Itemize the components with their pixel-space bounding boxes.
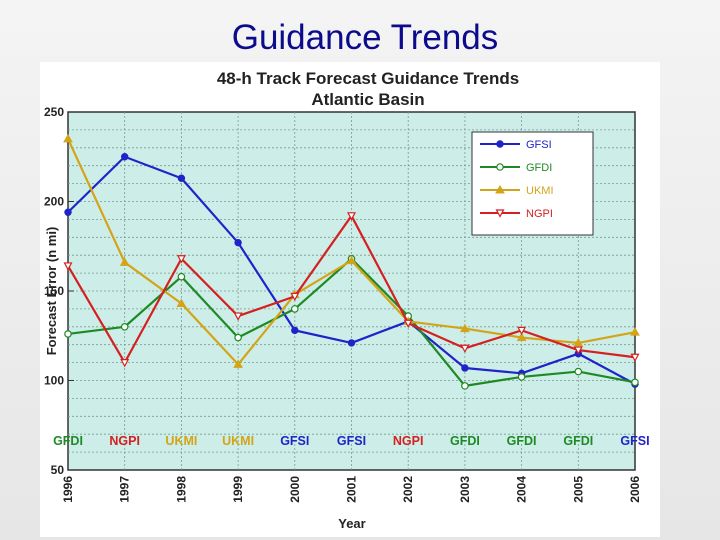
x-tick-label: 2004: [515, 476, 529, 503]
data-point: [176, 255, 186, 264]
y-tick-label: 150: [44, 284, 64, 298]
data-point: [64, 330, 72, 338]
data-point: [517, 373, 526, 381]
data-point: [461, 364, 469, 372]
data-point: [290, 292, 300, 302]
x-tick-label: 2000: [288, 476, 302, 503]
data-point: [630, 327, 640, 336]
y-tick-label: 250: [44, 105, 64, 119]
best-model-label: GFSI: [620, 434, 649, 448]
x-axis-ticks: 1996 1997 1998 1999 2000 2001 2002 2003 2004 2005…: [61, 476, 642, 503]
legend-item-ukmi: UKMI: [480, 184, 554, 197]
data-point: [177, 174, 186, 182]
chart-subtitle: Atlantic Basin: [311, 90, 424, 109]
best-model-label: NGPI: [393, 434, 424, 448]
x-tick-label: 2006: [628, 476, 642, 503]
data-point: [517, 326, 527, 336]
x-tick-label: 2003: [458, 476, 472, 503]
data-point: [516, 332, 527, 342]
data-point: [233, 312, 243, 321]
best-model-label: GFDI: [53, 434, 83, 448]
legend: GFSI GFDI UKMI NGPI: [471, 131, 594, 236]
y-tick-label: 200: [44, 195, 64, 209]
legend-item-gfdi: GFDI: [480, 162, 552, 174]
best-model-label: UKMI: [222, 434, 254, 448]
data-point: [120, 322, 129, 331]
x-tick-label: 1997: [118, 476, 132, 503]
best-model-label: GFDI: [507, 434, 537, 448]
best-model-label: GFDI: [450, 434, 480, 448]
y-axis-label: Forecast Error (n mi): [44, 227, 59, 356]
data-point: [291, 326, 299, 335]
y-tick-label: 50: [51, 463, 65, 477]
data-point: [347, 339, 356, 347]
series-layer: [63, 133, 640, 390]
chart: 48-h Track Forecast Guidance Trends Atla…: [40, 62, 660, 537]
data-point: [460, 323, 470, 333]
data-point: [574, 367, 583, 376]
data-point: [234, 238, 242, 247]
legend-item-ngpi: NGPI: [480, 208, 553, 220]
data-point: [121, 153, 129, 161]
data-point: [64, 208, 72, 216]
data-point: [495, 184, 505, 194]
data-point: [461, 382, 469, 390]
data-point: [233, 359, 243, 368]
y-axis-ticks: 50 100 150 200 250: [44, 105, 74, 477]
data-point: [291, 305, 299, 313]
data-point: [346, 212, 357, 221]
data-point: [631, 378, 639, 387]
y-tick-label: 100: [44, 374, 64, 388]
x-tick-label: 2005: [571, 476, 585, 503]
legend-label: GFDI: [526, 162, 552, 174]
data-point: [573, 346, 583, 355]
data-point: [120, 359, 130, 368]
data-point: [403, 319, 413, 328]
data-point: [63, 262, 73, 271]
x-tick-label: 1998: [174, 476, 188, 503]
legend-box: [471, 131, 594, 236]
data-point: [176, 298, 187, 308]
best-model-labels: GFDI NGPI UKMI UKMI GFSI GFSI NGPI GFDI GFDI GFDI…: [53, 434, 650, 448]
legend-label: GFSI: [526, 139, 552, 151]
data-point: [495, 209, 505, 218]
best-model-label: UKMI: [165, 434, 197, 448]
legend-label: NGPI: [526, 208, 553, 220]
data-point: [234, 333, 242, 342]
data-point: [496, 163, 504, 171]
legend-label: UKMI: [526, 185, 554, 197]
data-point: [63, 133, 73, 143]
best-model-label: GFDI: [563, 434, 593, 448]
data-point: [346, 255, 357, 265]
data-point: [119, 257, 130, 266]
data-point: [630, 353, 640, 362]
x-tick-label: 2002: [401, 476, 415, 503]
data-point: [460, 344, 470, 354]
chart-title: 48-h Track Forecast Guidance Trends: [217, 69, 519, 88]
data-point: [496, 140, 504, 148]
legend-item-gfsi: GFSI: [480, 139, 552, 151]
slide-title: Guidance Trends: [231, 18, 499, 57]
data-point: [177, 272, 186, 281]
x-axis-label: Year: [338, 516, 365, 531]
best-model-label: GFSI: [337, 434, 366, 448]
best-model-label: GFSI: [280, 434, 309, 448]
x-tick-label: 1999: [231, 476, 245, 503]
series-ngpi: [63, 212, 640, 368]
data-point: [573, 337, 584, 347]
best-model-label: NGPI: [109, 434, 140, 448]
x-tick-label: 1996: [61, 476, 75, 503]
x-tick-label: 2001: [345, 476, 359, 503]
